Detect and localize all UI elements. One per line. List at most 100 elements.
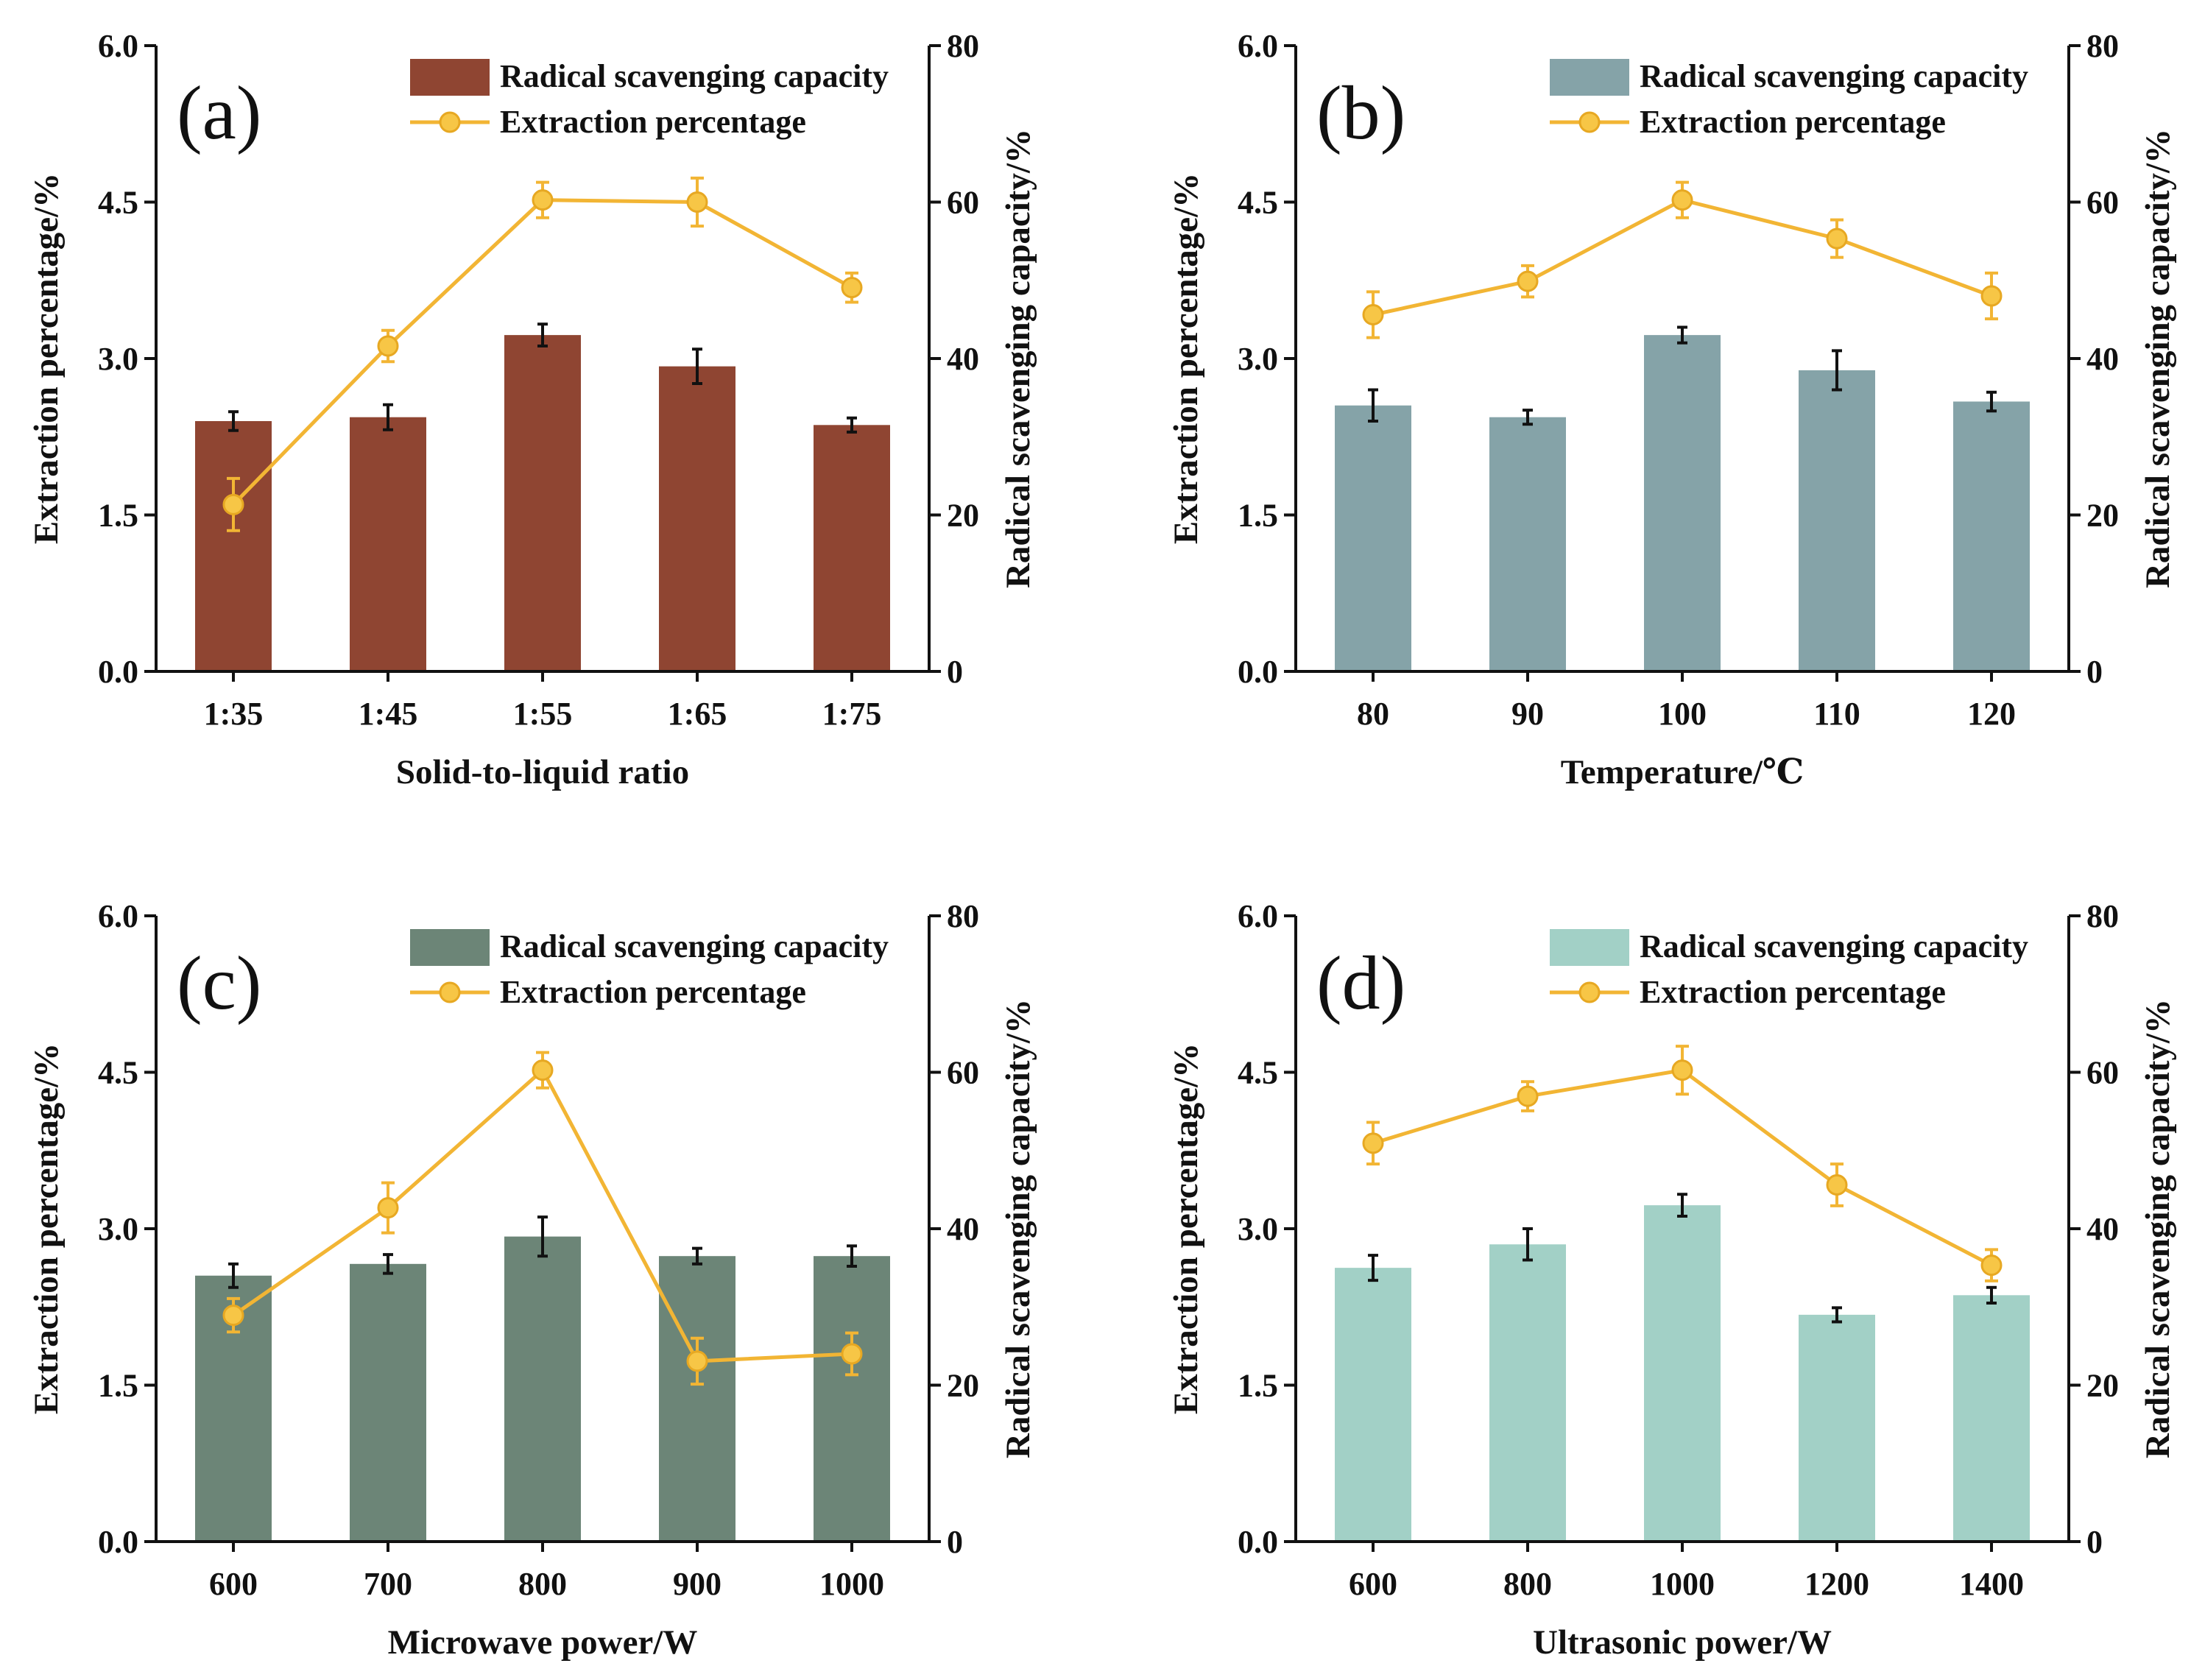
right-tick-label: 80 [947,28,979,64]
x-tick-label: 1000 [819,1566,884,1602]
data-point [841,277,863,299]
x-tick-label: 120 [1967,696,2016,732]
data-point [377,335,399,357]
bar [814,1256,890,1542]
x-axis-title: Solid-to-liquid ratio [396,753,689,791]
data-point [1980,285,2003,307]
x-tick-label: 800 [1503,1566,1552,1602]
right-tick-label: 0 [2086,1524,2103,1560]
bar [659,366,735,671]
panel-label: (d) [1316,941,1405,1026]
right-tick-label: 0 [947,1524,963,1560]
data-point [1826,1174,1848,1196]
chart-panel-a: 0.0 1.5 3.0 4.5 6.0 0 20 40 60 80 1:35 1:45 1:55 1:65… [27,28,1037,791]
legend-label-bar: Radical scavenging capacity [1640,928,2028,964]
bar [1335,1268,1411,1542]
x-tick-label: 90 [1511,696,1544,732]
bar [1489,1244,1566,1542]
data-point [1826,227,1848,250]
data-point [1671,1059,1693,1081]
bar-error-bar [537,1215,548,1258]
data-point [1362,304,1384,325]
bar-error-bar [1677,325,1687,345]
right-tick-label: 40 [2086,341,2119,377]
right-tick-label: 20 [2086,1368,2119,1404]
legend-label-line: Extraction percentage [500,104,806,140]
bar-error-bar [1832,349,1842,392]
bar [659,1256,735,1542]
bar [1644,1205,1721,1542]
right-axis-title: Radical scavenging capacity/% [999,999,1037,1458]
legend-label-bar: Radical scavenging capacity [500,58,889,94]
bar-error-bar [847,416,857,434]
left-tick-label: 4.5 [1238,1055,1278,1091]
bar-error-bar [228,410,239,432]
x-tick-label: 700 [364,1566,412,1602]
data-point [841,1343,863,1365]
bar-error-bar [692,347,702,385]
right-tick-label: 40 [947,341,979,377]
right-axis-title: Radical scavenging capacity/% [999,129,1037,588]
bar [1335,405,1411,671]
legend-marker [1578,111,1601,133]
bar-error-bar [1986,390,1997,413]
x-tick-label: 1:65 [668,696,727,732]
right-tick-label: 60 [2086,1055,2119,1091]
right-tick-label: 60 [2086,185,2119,221]
right-tick-label: 20 [2086,498,2119,534]
legend-bar-swatch [1550,59,1629,96]
data-point [377,1197,399,1219]
legend-bar-swatch [1550,929,1629,966]
data-point [686,191,708,213]
right-tick-label: 0 [947,654,963,690]
x-tick-label: 600 [209,1566,258,1602]
right-tick-label: 20 [947,1368,979,1404]
x-tick-label: 110 [1813,696,1860,732]
left-tick-label: 3.0 [98,1211,138,1247]
left-tick-label: 3.0 [1238,341,1278,377]
data-point [1517,270,1539,292]
data-point [532,189,554,211]
bar-error-bar [383,403,393,431]
bar-error-bar [847,1244,857,1268]
data-point [532,1059,554,1081]
x-tick-label: 100 [1658,696,1707,732]
x-tick-label: 600 [1349,1566,1397,1602]
right-tick-label: 0 [2086,654,2103,690]
left-tick-label: 3.0 [98,341,138,377]
x-tick-label: 1:35 [204,696,264,732]
x-axis-title: Microwave power/W [388,1623,698,1662]
x-tick-label: 800 [518,1566,567,1602]
bar-error-bar [228,1262,239,1289]
left-tick-label: 1.5 [1238,1368,1278,1404]
right-tick-label: 80 [2086,28,2119,64]
x-tick-label: 80 [1357,696,1389,732]
right-tick-label: 40 [2086,1211,2119,1247]
bar-error-bar [1832,1306,1842,1324]
legend-label-bar: Radical scavenging capacity [1640,58,2028,94]
left-tick-label: 1.5 [98,1368,138,1404]
bar [350,1263,426,1542]
chart-panel-b: 0.0 1.5 3.0 4.5 6.0 0 20 40 60 80 80 90 100 110 120 Tem… [1167,28,2177,791]
left-tick-label: 6.0 [98,898,138,934]
left-tick-label: 6.0 [98,28,138,64]
panel-label: (c) [177,941,261,1026]
bar-error-bar [383,1253,393,1275]
left-axis-title: Extraction percentage/% [1167,1043,1205,1414]
legend-bar-swatch [410,59,490,96]
left-tick-label: 0.0 [1238,654,1278,690]
chart-panel-c: 0.0 1.5 3.0 4.5 6.0 0 20 40 60 80 600 700 800 900 1000… [27,898,1037,1662]
bar-error-bar [537,322,548,347]
bar-error-bar [1523,1227,1533,1262]
bar [195,421,272,671]
legend-label-line: Extraction percentage [1640,104,1946,140]
right-tick-label: 80 [2086,898,2119,934]
chart-panel-d: 0.0 1.5 3.0 4.5 6.0 0 20 40 60 80 600 800 1000 1200 14… [1167,898,2177,1662]
legend-marker [439,981,461,1003]
bar [1953,1295,2030,1542]
x-tick-label: 1200 [1804,1566,1869,1602]
right-axis-title: Radical scavenging capacity/% [2139,129,2177,588]
legend-bar-swatch [410,929,490,966]
bar-error-bar [1986,1285,1997,1305]
x-tick-label: 1000 [1650,1566,1715,1602]
